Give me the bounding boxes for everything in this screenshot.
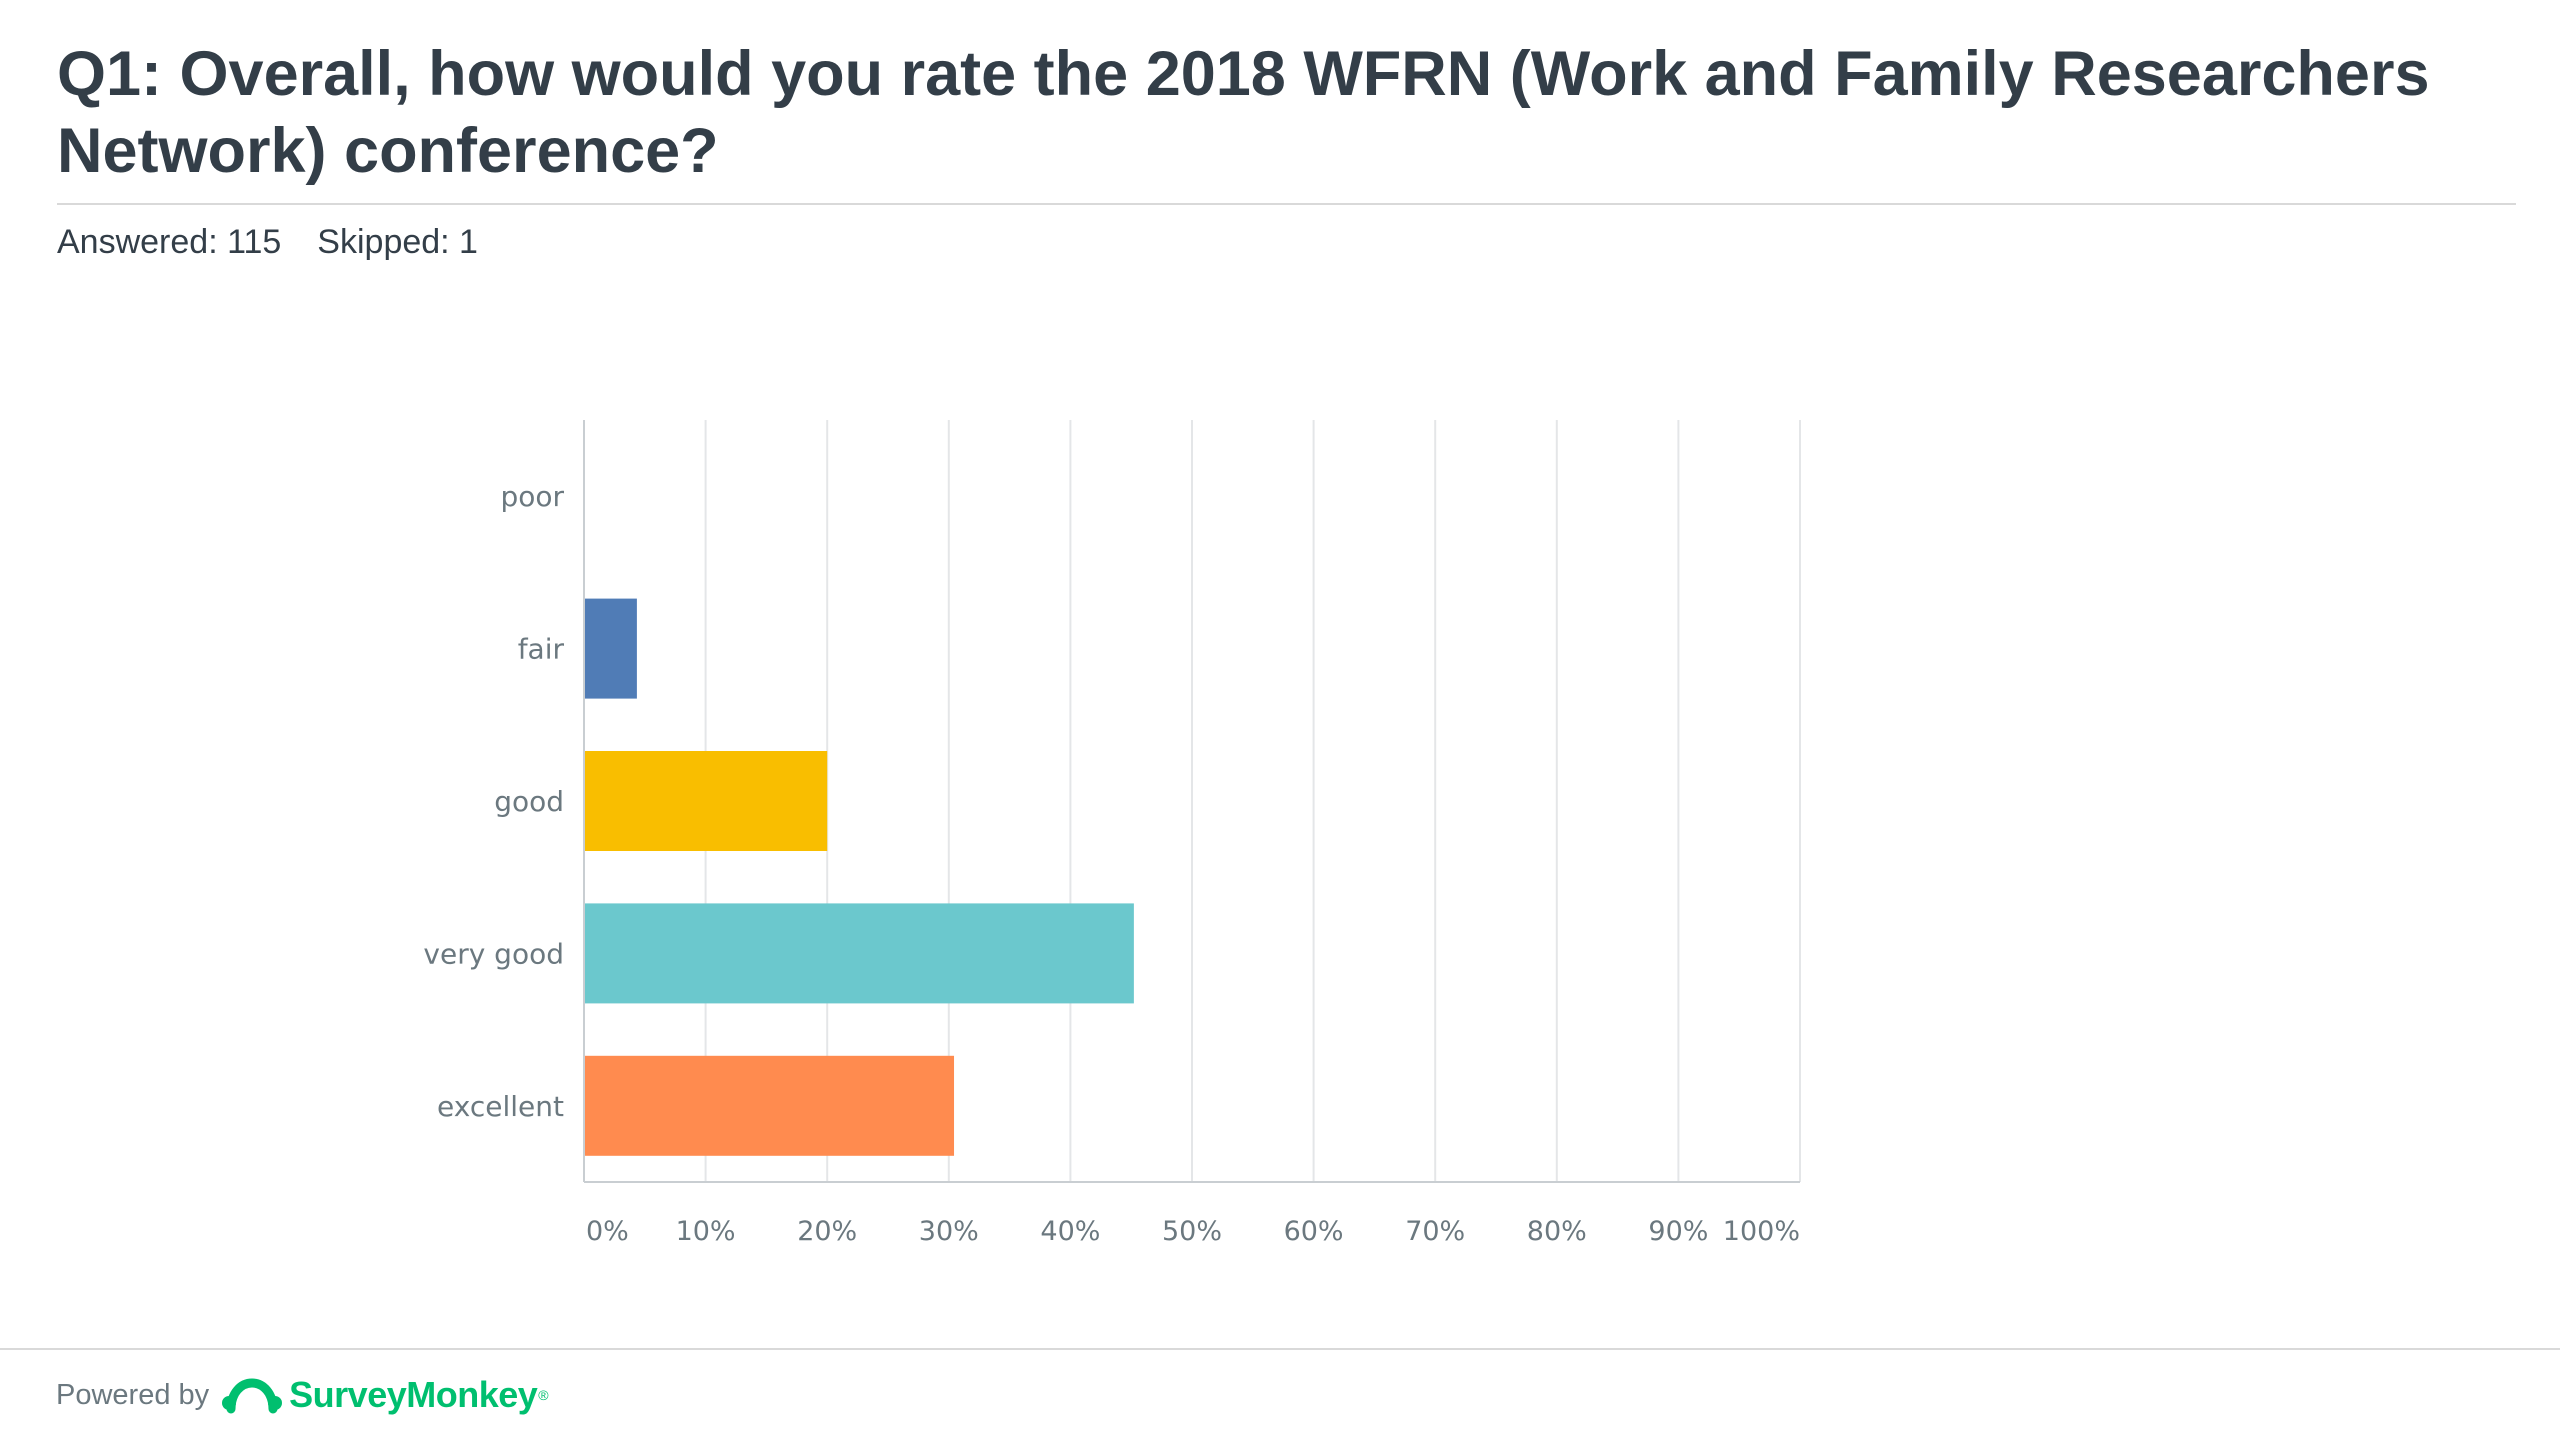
bar-good bbox=[585, 751, 828, 851]
x-tick-label: 60% bbox=[1284, 1216, 1344, 1247]
category-labels: poor fair good very good excellent bbox=[423, 480, 564, 1123]
category-label: very good bbox=[423, 937, 564, 970]
skipped-count: Skipped: 1 bbox=[317, 223, 478, 261]
x-tick-label: 40% bbox=[1040, 1216, 1100, 1247]
category-label: excellent bbox=[437, 1090, 564, 1123]
x-tick-labels: 0% 10% 20% 30% 40% 50% 60% 70% 80% 90% 100% bbox=[586, 1216, 1800, 1247]
footer-divider bbox=[0, 1348, 2560, 1350]
x-tick-label: 0% bbox=[586, 1216, 629, 1247]
registered-mark: ® bbox=[538, 1387, 549, 1403]
x-tick-label: 100% bbox=[1723, 1216, 1800, 1247]
bars bbox=[585, 598, 1134, 1156]
powered-by-text: Powered by bbox=[56, 1378, 210, 1411]
bar-excellent bbox=[585, 1055, 955, 1156]
title-divider bbox=[57, 203, 2516, 205]
x-tick-label: 30% bbox=[919, 1216, 979, 1247]
answered-count: Answered: 115 bbox=[57, 223, 282, 261]
bar-chart: poor fair good very good excellent 0% 10% 20% 3… bbox=[423, 420, 1801, 1247]
surveymonkey-brand[interactable]: SurveyMonkey bbox=[289, 1374, 538, 1415]
x-tick-label: 90% bbox=[1648, 1216, 1708, 1247]
x-tick-label: 20% bbox=[797, 1216, 857, 1247]
footer: Powered by SurveyMonkey ® bbox=[56, 1370, 549, 1420]
question-title: Q1: Overall, how would you rate the 2018… bbox=[57, 39, 2430, 186]
grid-lines bbox=[704, 420, 1801, 1182]
category-label: fair bbox=[518, 633, 565, 666]
response-stats: Answered: 115 Skipped: 1 bbox=[57, 222, 478, 262]
x-tick-label: 70% bbox=[1405, 1216, 1465, 1247]
category-label: good bbox=[494, 785, 564, 818]
bar-very-good bbox=[585, 903, 1134, 1004]
category-label: poor bbox=[500, 480, 564, 513]
x-tick-label: 50% bbox=[1162, 1216, 1222, 1247]
bar-fair bbox=[585, 598, 637, 699]
x-tick-label: 80% bbox=[1527, 1216, 1587, 1247]
x-tick-label: 10% bbox=[676, 1216, 736, 1247]
axes bbox=[583, 420, 1800, 1183]
surveymonkey-logo-icon[interactable] bbox=[221, 1373, 283, 1417]
